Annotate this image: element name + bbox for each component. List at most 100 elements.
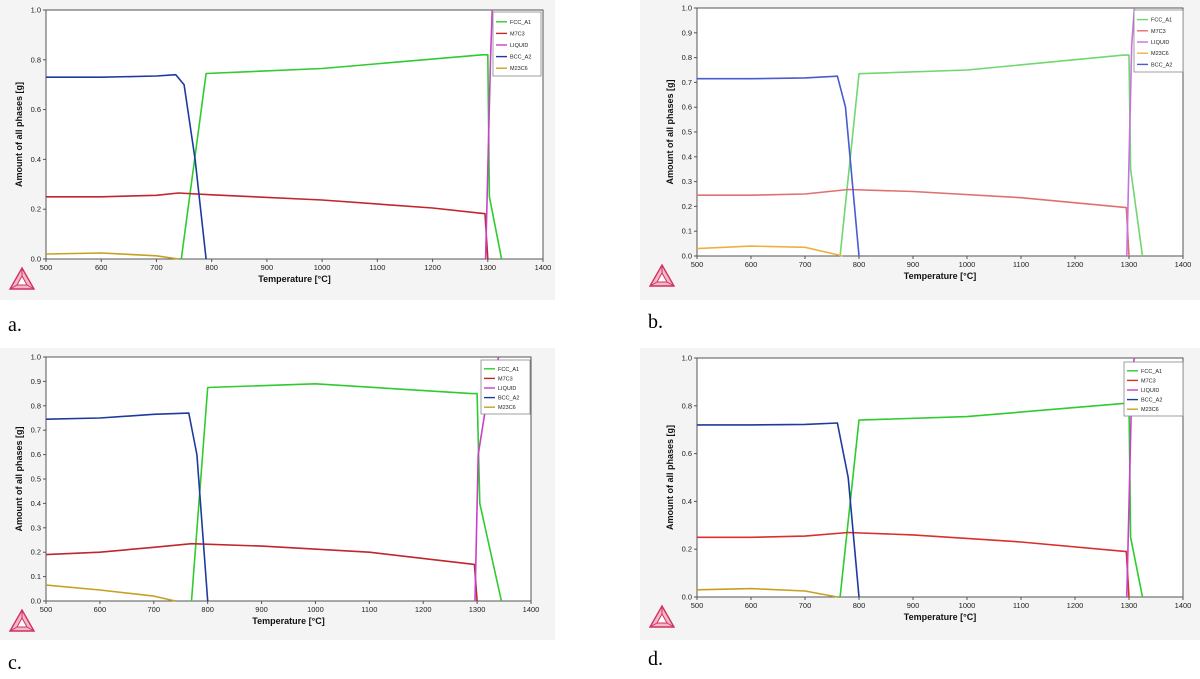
y-tick-label: 0.6: [682, 449, 692, 458]
series-line-m23c6: [696, 587, 838, 598]
panel-label-c: c.: [8, 652, 22, 674]
x-tick-label: 1300: [1121, 260, 1138, 269]
x-tick-label: 1100: [1013, 260, 1029, 269]
x-tick-label: 600: [745, 601, 758, 610]
legend-entry: M23C6: [1151, 51, 1169, 57]
legend-entry: LIQUID: [1151, 40, 1169, 46]
y-tick-label: 0.6: [31, 105, 41, 114]
series-line-fcc-a1: [190, 383, 503, 602]
plot-area: [696, 357, 1184, 598]
legend-entry: BCC_A2: [510, 55, 531, 61]
legend-entry: LIQUID: [1141, 388, 1159, 394]
y-axis-label: Amount of all phases [g]: [665, 425, 675, 530]
legend-box: [492, 11, 542, 77]
x-tick-label: 800: [205, 263, 218, 272]
x-tick-label: 1200: [1067, 601, 1084, 610]
thermocalc-logo: [8, 266, 36, 290]
x-tick-label: 1000: [314, 263, 331, 272]
x-axis-label: Temperature [°C]: [904, 612, 976, 622]
y-tick-label: 0.3: [31, 523, 41, 532]
x-tick-label: 1000: [959, 601, 976, 610]
plot-area: [696, 7, 1184, 257]
x-tick-label: 600: [95, 263, 108, 272]
thermocalc-logo: [8, 608, 36, 632]
x-tick-label: 900: [261, 263, 274, 272]
y-tick-label: 0.5: [31, 475, 41, 484]
series-line-fcc-a1: [839, 54, 1144, 257]
logo-spoke: [9, 284, 18, 290]
series-line-bcc-a2: [45, 412, 209, 602]
logo-spoke: [26, 284, 35, 290]
legend-entry: BCC_A2: [1141, 398, 1162, 404]
y-tick-label: 0.7: [31, 426, 41, 435]
y-tick-label: 0.4: [31, 155, 41, 164]
y-tick-label: 0.6: [682, 103, 692, 112]
logo-spoke: [26, 626, 35, 632]
x-tick-label: 500: [691, 260, 704, 269]
logo-spoke: [666, 622, 675, 628]
y-tick-label: 0.0: [31, 255, 41, 264]
x-tick-label: 1200: [1067, 260, 1084, 269]
legend-entry: M7C3: [498, 376, 513, 382]
y-tick-label: 1.0: [682, 4, 692, 13]
chart-panel-4: 500 600 700 800 900 1000 1100 1200 1300 1400 0.0 0.…: [640, 348, 1200, 640]
x-axis-label: Temperature [°C]: [258, 274, 330, 284]
y-tick-label: 0.0: [682, 252, 692, 261]
y-tick-label: 1.0: [31, 353, 41, 362]
x-tick-label: 1000: [307, 605, 324, 614]
series-line-m23c6: [696, 245, 843, 257]
panel-label-d: d.: [648, 648, 663, 670]
logo-inner-triangle: [656, 271, 668, 283]
series-line-bcc-a2: [697, 75, 860, 257]
y-tick-label: 0.4: [31, 499, 41, 508]
y-tick-label: 0.6: [31, 450, 41, 459]
chart-panel-1: 500 600 700 800 900 1000 1100 1200 1300 1400 0.0 0.…: [0, 0, 555, 300]
y-tick-label: 0.2: [31, 205, 41, 214]
series-line-liquid: [484, 9, 493, 260]
series-line-m7c3: [46, 192, 489, 260]
y-tick-label: 0.0: [682, 593, 692, 602]
legend-entry: LIQUID: [498, 386, 516, 392]
x-tick-label: 1200: [424, 263, 441, 272]
x-axis-label: Temperature [°C]: [252, 616, 324, 626]
legend-entry: FCC_A1: [1141, 369, 1162, 375]
y-tick-label: 0.3: [682, 177, 692, 186]
legend-entry: M7C3: [1141, 378, 1156, 384]
y-tick-label: 0.1: [682, 227, 692, 236]
x-tick-label: 1200: [415, 605, 432, 614]
x-tick-label: 600: [94, 605, 107, 614]
series-line-m7c3: [697, 188, 1130, 257]
y-tick-label: 0.2: [31, 548, 41, 557]
x-tick-label: 700: [799, 601, 812, 610]
y-tick-label: 0.9: [31, 377, 41, 386]
y-tick-label: 0.2: [682, 202, 692, 211]
legend-entry: FCC_A1: [1151, 18, 1172, 24]
x-tick-label: 700: [148, 605, 161, 614]
chart-panel-3: 500 600 700 800 900 1000 1100 1200 1300 1400 0.0 0.…: [0, 348, 555, 640]
series-line-m7c3: [45, 542, 478, 602]
y-tick-label: 0.4: [682, 152, 692, 161]
logo-spoke: [9, 626, 18, 632]
y-tick-label: 0.7: [682, 78, 692, 87]
y-tick-label: 0.2: [682, 545, 692, 554]
legend-entry: M23C6: [1141, 407, 1159, 413]
x-tick-label: 600: [745, 260, 758, 269]
x-tick-label: 500: [40, 605, 53, 614]
series-line-m23c6: [45, 584, 176, 602]
logo-spoke: [649, 281, 658, 287]
x-tick-label: 900: [907, 260, 920, 269]
x-tick-label: 1400: [535, 263, 552, 272]
x-axis-label: Temperature [°C]: [904, 271, 976, 281]
legend-entry: M23C6: [510, 66, 528, 72]
y-tick-label: 0.5: [682, 128, 692, 137]
x-tick-label: 1300: [469, 605, 486, 614]
y-tick-label: 1.0: [31, 6, 41, 15]
series-line-bcc-a2: [46, 73, 207, 260]
y-tick-label: 0.0: [31, 597, 41, 606]
legend-entry: M7C3: [1151, 29, 1166, 35]
y-tick-label: 0.1: [31, 572, 41, 581]
legend-entry: BCC_A2: [498, 396, 519, 402]
x-tick-label: 1400: [1175, 260, 1192, 269]
